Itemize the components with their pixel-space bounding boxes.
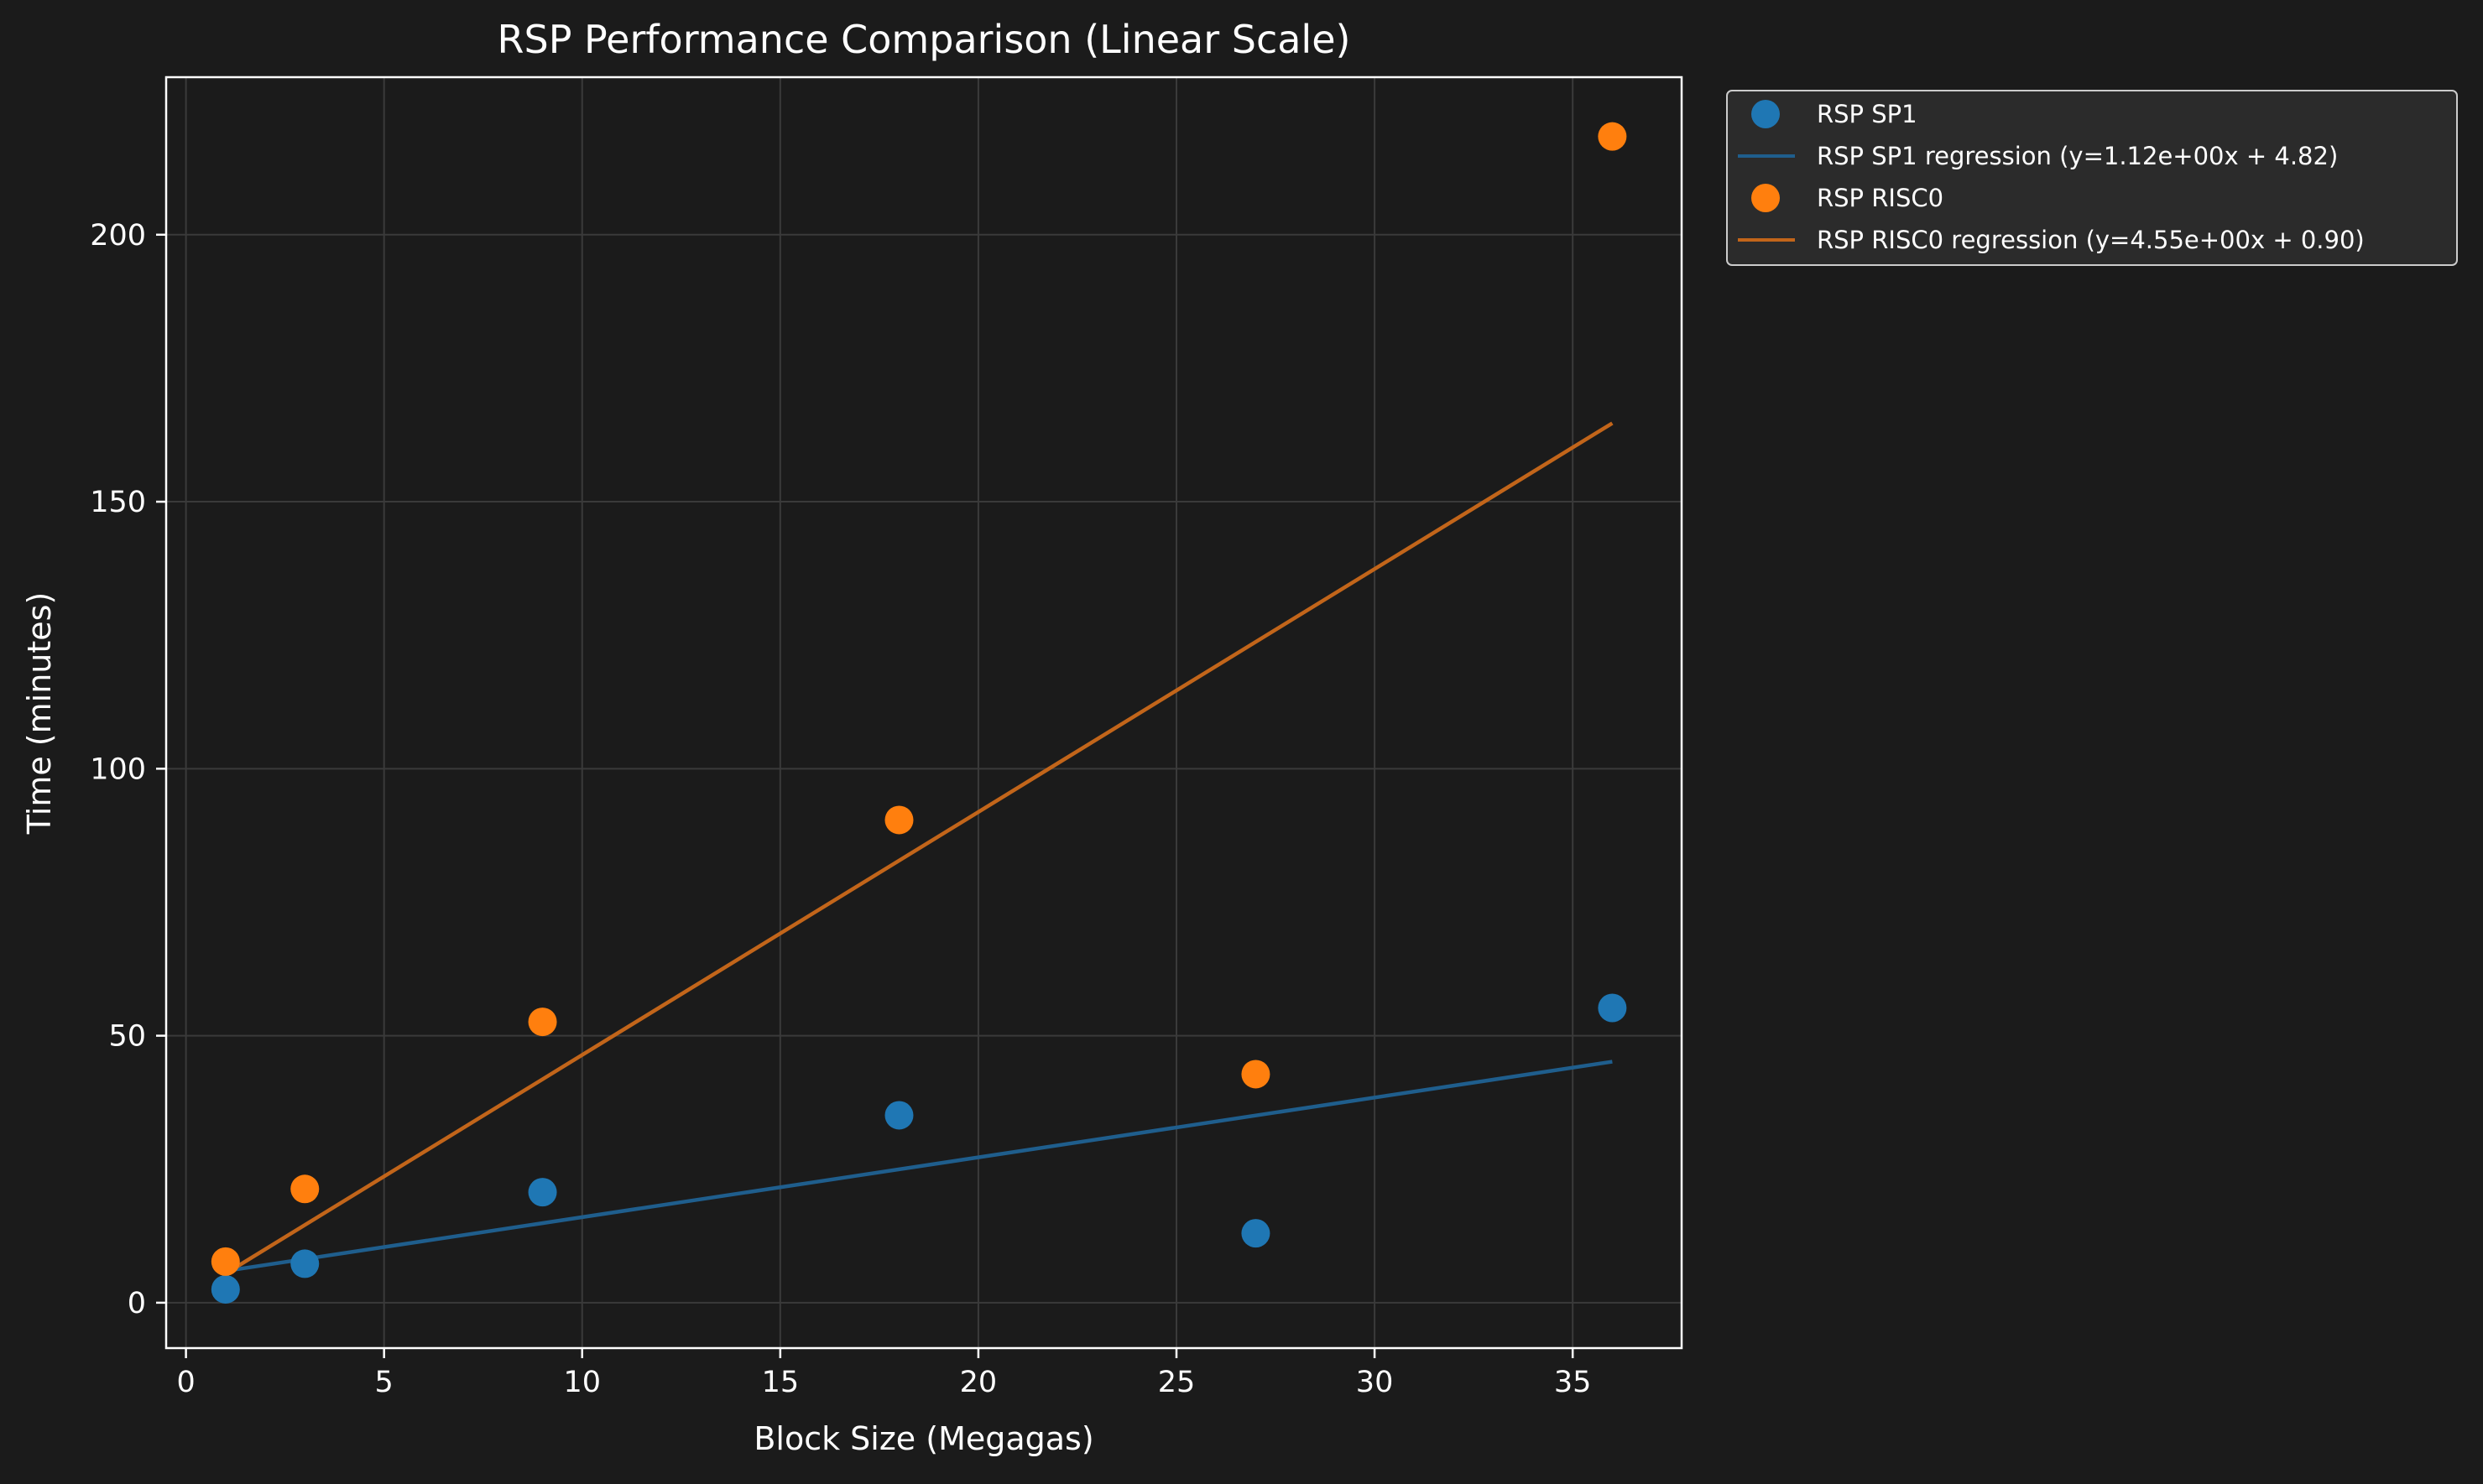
legend-marker-risc0 — [1751, 184, 1780, 212]
regression-line-3 — [224, 421, 1614, 1276]
legend-marker-sp1 — [1751, 100, 1780, 128]
y-axis-ticks: 0 50 100 150 200 — [90, 219, 166, 1320]
data-point-series-2 — [528, 1008, 557, 1037]
scatter-points — [211, 122, 1627, 1304]
y-tick-label: 150 — [90, 486, 146, 519]
y-tick-label: 0 — [128, 1287, 146, 1320]
y-axis-label: Time (minutes) — [21, 592, 58, 836]
y-tick-label: 200 — [90, 219, 146, 253]
x-tick-label: 0 — [176, 1366, 195, 1399]
y-tick-label: 100 — [90, 752, 146, 786]
data-point-series-2 — [884, 805, 914, 835]
x-axis-label: Block Size (Megagas) — [754, 1420, 1093, 1457]
x-axis-ticks: 0 5 10 15 20 25 30 35 — [176, 1348, 1591, 1399]
legend-label-sp1-regression: RSP SP1 regression (y=1.12e+00x + 4.82) — [1817, 142, 2338, 170]
y-tick-label: 50 — [108, 1020, 146, 1054]
x-tick-label: 30 — [1356, 1366, 1394, 1399]
grid — [166, 77, 1682, 1348]
x-tick-label: 25 — [1158, 1366, 1196, 1399]
x-tick-label: 35 — [1554, 1366, 1592, 1399]
regression-line-1 — [225, 1060, 1613, 1273]
legend-label-sp1: RSP SP1 — [1817, 100, 1917, 128]
data-point-series-0 — [528, 1178, 557, 1207]
data-point-series-0 — [1598, 993, 1627, 1023]
chart-title: RSP Performance Comparison (Linear Scale… — [498, 17, 1351, 62]
data-point-series-2 — [1598, 122, 1627, 151]
legend-box — [1726, 90, 2458, 266]
x-tick-label: 5 — [375, 1366, 394, 1399]
x-tick-label: 10 — [563, 1366, 601, 1399]
data-point-series-0 — [211, 1274, 240, 1304]
regression-lines — [224, 421, 1614, 1276]
plot-area-frame — [164, 76, 1683, 1350]
data-point-series-2 — [211, 1247, 240, 1276]
data-point-series-0 — [1241, 1219, 1270, 1248]
data-point-series-2 — [1241, 1060, 1270, 1089]
legend-label-risc0-regression: RSP RISC0 regression (y=4.55e+00x + 0.90… — [1817, 226, 2365, 254]
data-point-series-0 — [884, 1101, 914, 1130]
data-point-series-2 — [290, 1174, 320, 1204]
x-tick-label: 20 — [960, 1366, 998, 1399]
legend: RSP SP1 RSP SP1 regression (y=1.12e+00x … — [1726, 90, 2458, 266]
x-tick-label: 15 — [762, 1366, 800, 1399]
legend-label-risc0: RSP RISC0 — [1817, 184, 1943, 212]
data-point-series-0 — [290, 1249, 320, 1278]
